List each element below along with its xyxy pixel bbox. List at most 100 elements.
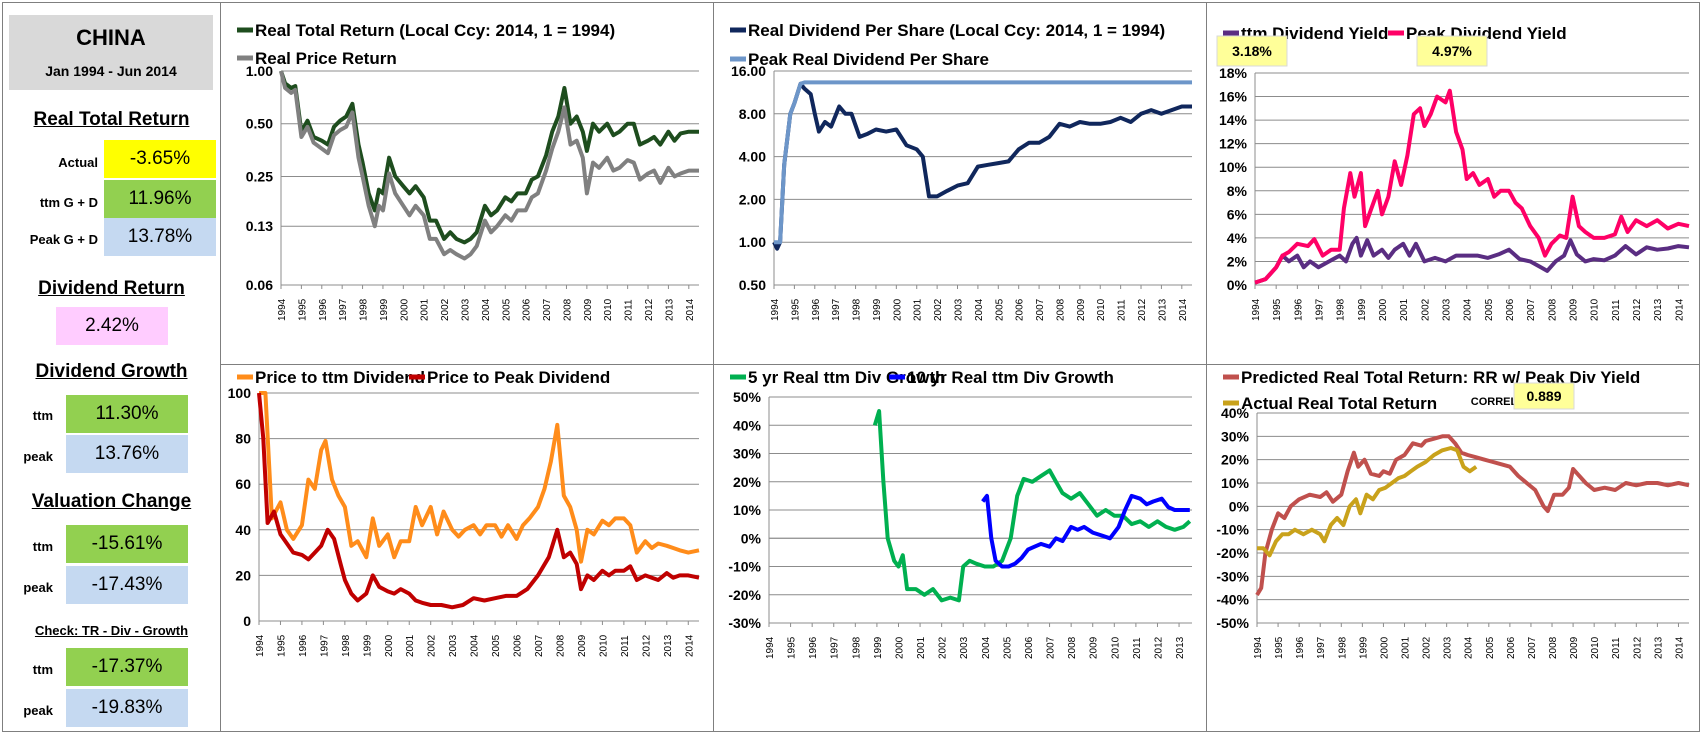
x-tick-label: 1998 [852, 298, 863, 321]
check-ttm-label: ttm [32, 662, 53, 677]
y-tick-label: -20% [1216, 545, 1249, 561]
x-tick-label: 2011 [624, 299, 635, 321]
series-line-1 [1254, 235, 1690, 285]
x-tick-label: 2014 [1178, 298, 1189, 321]
x-tick-label: 2014 [1674, 636, 1685, 659]
x-tick-label: 1996 [318, 298, 329, 321]
rtr-ttm-label: ttm G + D [39, 195, 98, 210]
summary-sidebar: CHINA Jan 1994 - Jun 2014 Real Total Ret… [3, 3, 220, 731]
x-tick-label: 2002 [1422, 636, 1433, 659]
x-tick-label: 1996 [811, 298, 822, 321]
real-total-return-chart: 1.00 0.50 0.25 0.13 0.06 1994 1995 1996 1997 1998… [237, 21, 699, 321]
x-tick-label: 1994 [277, 298, 288, 321]
x-tick-label: 2012 [1153, 636, 1164, 659]
x-tick-label: 2004 [981, 636, 992, 659]
x-tick-label: 2002 [427, 634, 438, 657]
vc-peak-value: -17.43% [66, 566, 188, 604]
x-tick-label: 2013 [1175, 636, 1186, 659]
x-tick-label: 2013 [663, 634, 674, 657]
legend-label: Actual Real Total Return [1241, 394, 1437, 413]
x-tick-label: 1999 [873, 636, 884, 659]
x-tick-label: 2011 [1117, 299, 1128, 321]
x-tick-label: 1999 [379, 298, 390, 321]
x-tick-label: 1996 [298, 634, 309, 657]
x-tick-label: 2013 [1653, 298, 1664, 321]
x-tick-label: 2011 [1611, 637, 1622, 659]
vc-ttm-value: -15.61% [66, 525, 188, 563]
x-tick-label: 2010 [598, 634, 609, 657]
x-tick-label: 1995 [297, 298, 308, 321]
x-tick-label: 1997 [319, 634, 330, 657]
x-tick-label: 2008 [1067, 636, 1078, 659]
y-tick-label: 10% [1221, 475, 1250, 491]
divider-vertical-1 [220, 2, 221, 732]
vc-ttm-label: ttm [32, 539, 53, 554]
x-tick-label: 2009 [583, 298, 594, 321]
vc-peak-label: peak [23, 580, 53, 595]
annotation-text: 3.18% [1232, 43, 1272, 59]
x-tick-label: 2004 [974, 298, 985, 321]
y-tick-label: 40% [733, 417, 762, 433]
y-tick-label: 20% [733, 474, 762, 490]
x-tick-label: 2000 [1378, 298, 1389, 321]
x-tick-label: 2010 [1590, 298, 1601, 321]
x-tick-label: 1999 [872, 298, 883, 321]
x-tick-label: 2012 [1632, 636, 1643, 659]
x-tick-label: 2013 [1157, 298, 1168, 321]
y-tick-label: 40% [1221, 405, 1250, 421]
check-heading: Check: TR - Div - Growth [34, 623, 189, 638]
x-tick-label: 2001 [916, 636, 927, 659]
x-tick-label: 2001 [1399, 298, 1410, 321]
x-tick-label: 2011 [1611, 299, 1622, 321]
valuation-change-heading: Valuation Change [31, 491, 192, 512]
x-tick-label: 2012 [1137, 298, 1148, 321]
y-tick-label: -30% [1216, 568, 1249, 584]
legend-label: Real Price Return [255, 49, 397, 68]
x-tick-label: 2000 [399, 298, 410, 321]
y-tick-label: 50% [733, 389, 762, 405]
x-tick-label: 2003 [1443, 636, 1454, 659]
y-tick-label: 14% [1219, 112, 1248, 128]
annotation-box [1216, 35, 1288, 67]
x-tick-label: 2000 [1379, 636, 1390, 659]
x-tick-label: 1995 [1272, 298, 1283, 321]
y-tick-label: 2% [1227, 253, 1248, 269]
x-tick-label: 2007 [542, 298, 553, 321]
x-tick-label: 1998 [1336, 298, 1347, 321]
rtr-ttm-value: 11.96% [104, 180, 216, 218]
y-tick-label: -20% [728, 587, 761, 603]
check-peak-value: -19.83% [66, 689, 188, 727]
series-line-1 [1255, 434, 1690, 597]
country-name: CHINA [76, 25, 146, 50]
x-tick-label: 1999 [1358, 636, 1369, 659]
x-tick-label: 2001 [1401, 636, 1412, 659]
y-tick-label: 20% [1221, 452, 1250, 468]
series-line-1 [772, 81, 1192, 251]
series-line-1 [259, 391, 700, 564]
x-tick-label: 2013 [664, 298, 675, 321]
x-tick-label: 2003 [954, 298, 965, 321]
x-tick-label: 2007 [1527, 636, 1538, 659]
legend-label: Predicted Real Total Return: RR w/ Peak … [1241, 368, 1640, 387]
x-tick-label: 2008 [562, 298, 573, 321]
x-tick-label: 2009 [1569, 298, 1580, 321]
x-tick-label: 2014 [685, 298, 696, 321]
check-ttm-value: -17.37% [66, 648, 188, 686]
series-line-2 [981, 493, 1190, 569]
dg-peak-label: peak [23, 449, 53, 464]
y-tick-label: -40% [1216, 592, 1249, 608]
x-tick-label: 2008 [1547, 298, 1558, 321]
x-tick-label: 2003 [1442, 298, 1453, 321]
x-tick-label: 2002 [933, 298, 944, 321]
x-tick-label: 1998 [1337, 636, 1348, 659]
x-tick-label: 2000 [894, 636, 905, 659]
x-tick-label: 2005 [1485, 636, 1496, 659]
divider-vertical-2 [713, 2, 714, 732]
rtr-peak-value: 13.78% [104, 218, 216, 256]
x-tick-label: 2004 [1464, 636, 1475, 659]
x-tick-label: 2005 [491, 634, 502, 657]
x-tick-label: 1995 [787, 636, 798, 659]
x-tick-label: 1994 [1251, 298, 1262, 321]
series-line-2 [257, 392, 700, 610]
legend-label: 10 yr Real ttm Div Growth [907, 368, 1114, 387]
